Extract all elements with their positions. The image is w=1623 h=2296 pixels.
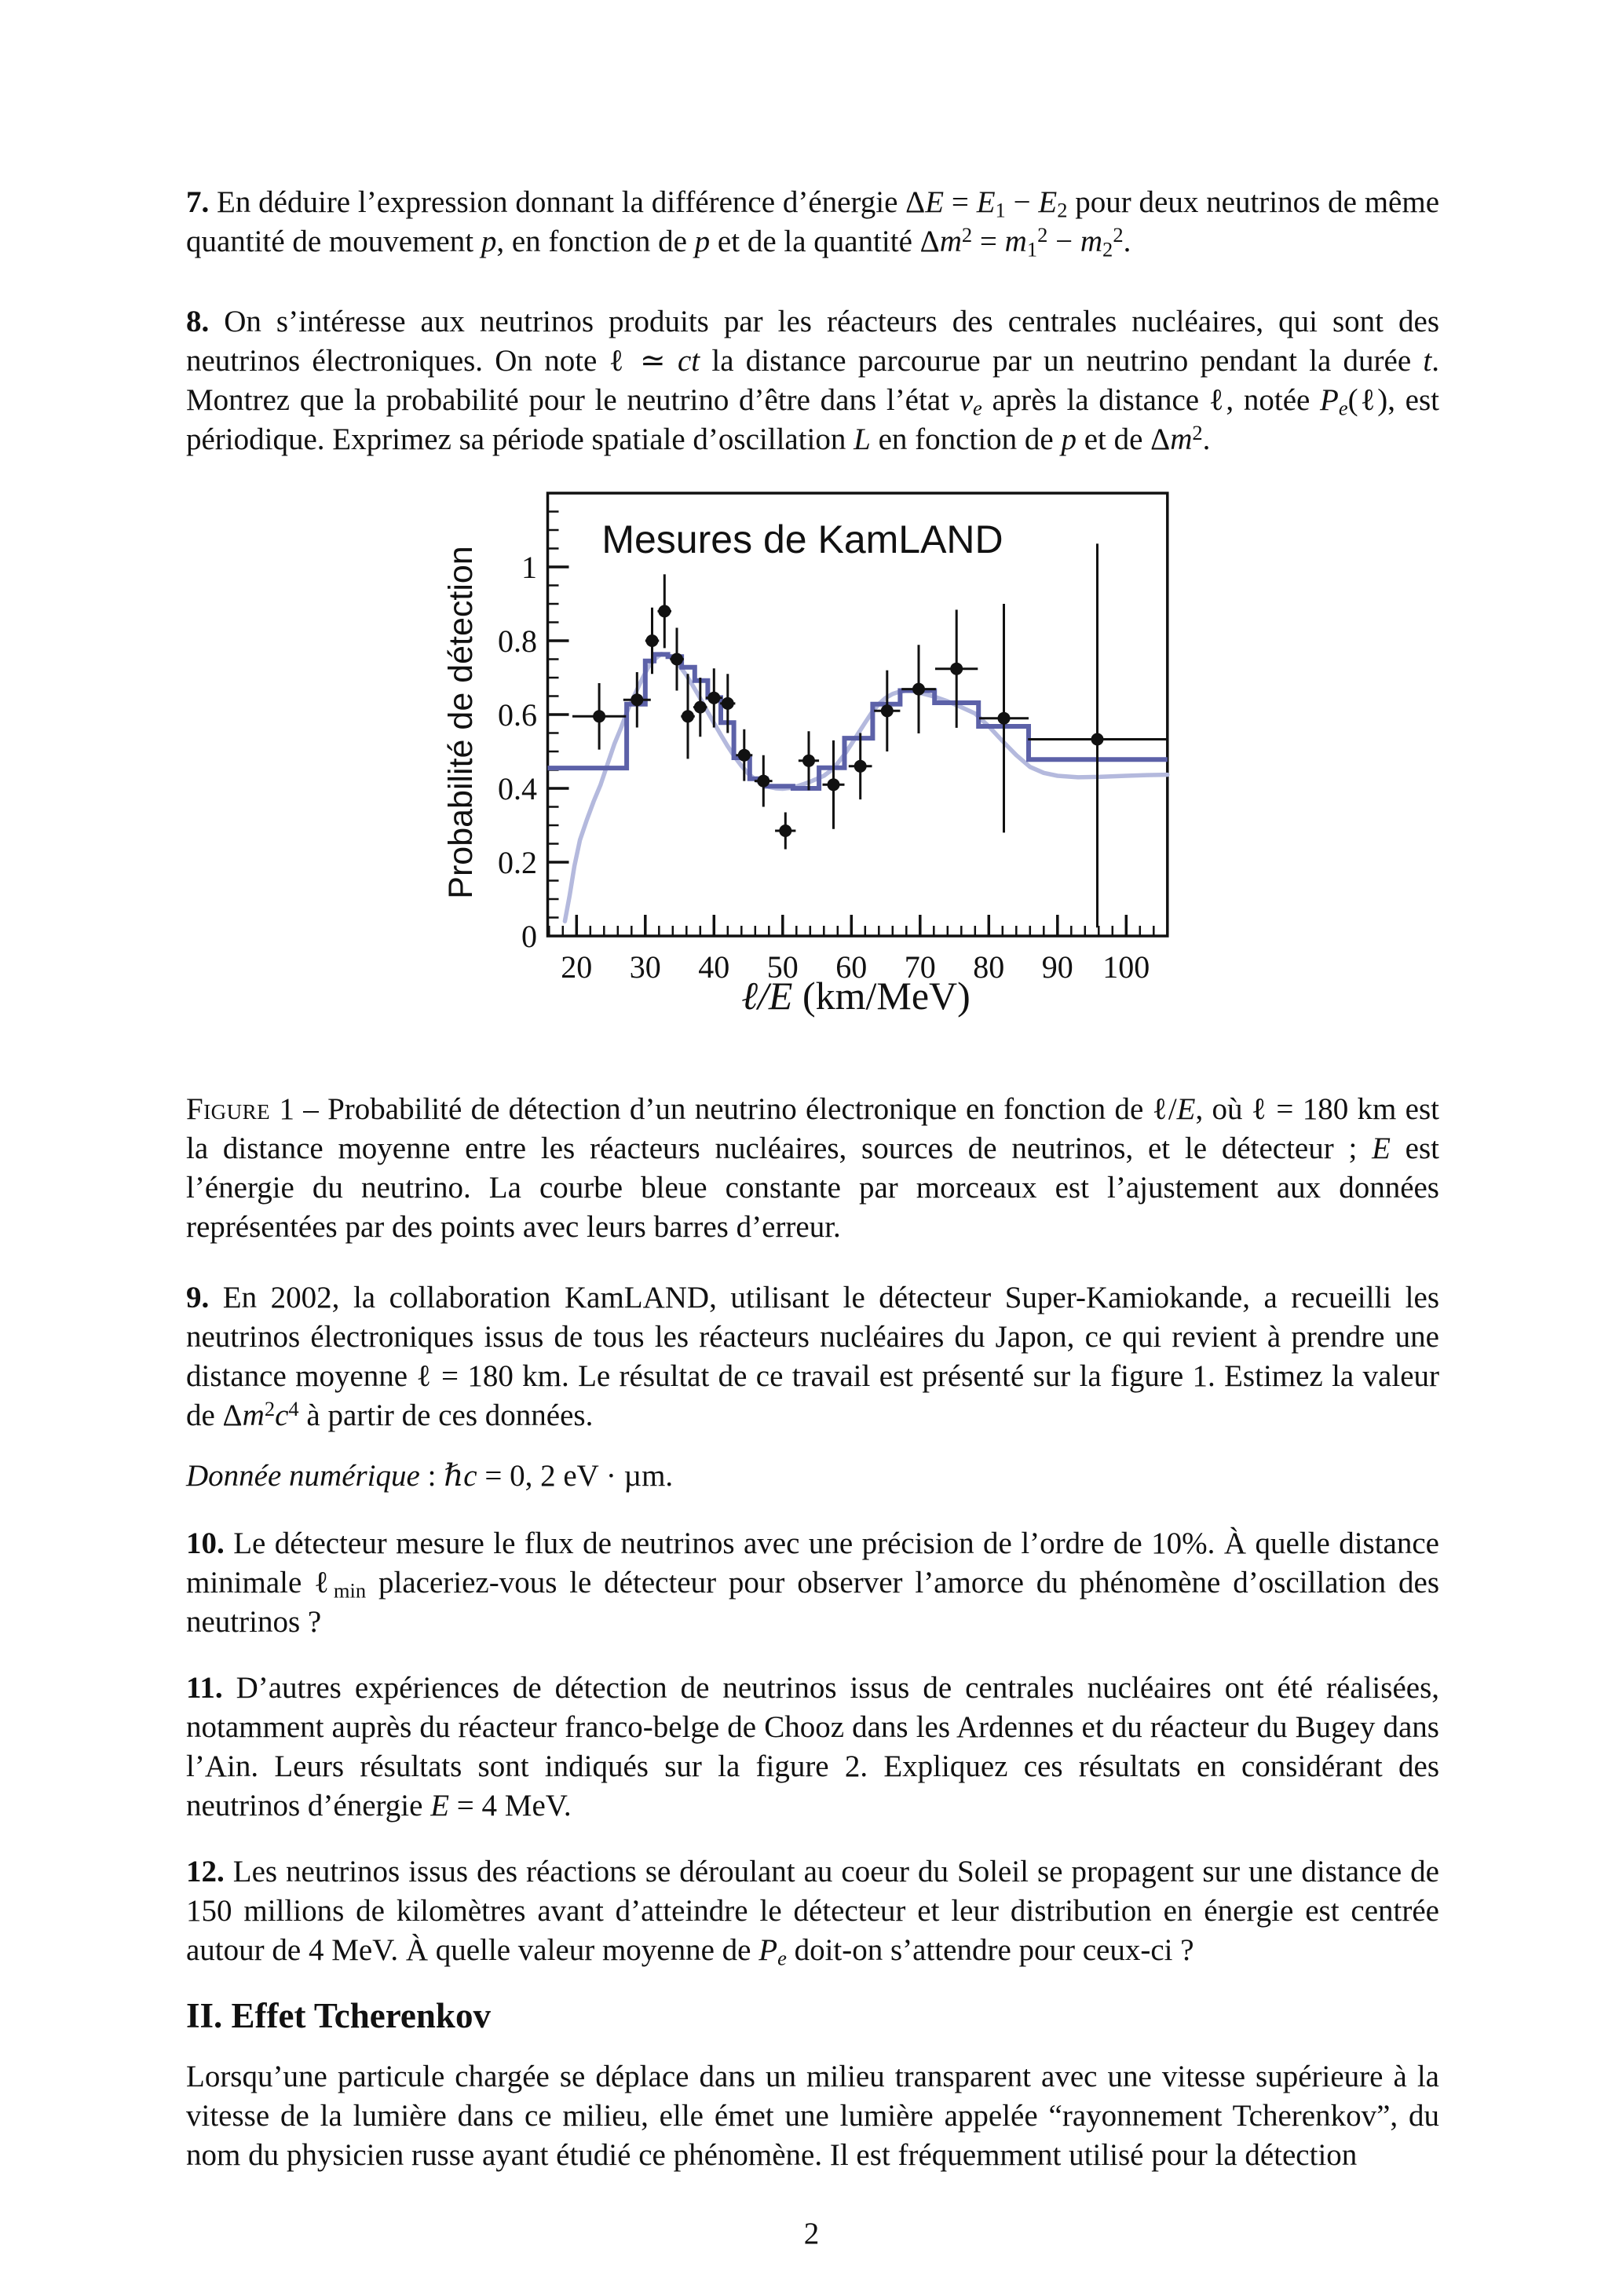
data-point xyxy=(912,682,925,696)
x-tick-label: 30 xyxy=(630,949,661,985)
section-2-heading: II. Effet Tcherenkov xyxy=(186,1996,491,2035)
numerical-data-line: Donnée numérique : ℏc = 0, 2 eV · µm. xyxy=(186,1459,674,1493)
smooth-fit-curve xyxy=(562,652,1170,923)
text-column: 7. En déduire l’expression donnant la di… xyxy=(186,0,1439,2175)
chart-x-axis-label: ℓ/E (km/MeV) xyxy=(741,974,971,1018)
data-point xyxy=(950,662,963,675)
x-tick-label: 90 xyxy=(1042,949,1073,985)
x-tick-label: 80 xyxy=(973,949,1004,985)
data-point xyxy=(827,778,840,792)
data-point xyxy=(645,634,659,647)
data-point xyxy=(779,824,792,837)
question-8: 8. On s’intéresse aux neutrinos produits… xyxy=(186,305,1439,456)
chart-title: Mesures de KamLAND xyxy=(601,517,1003,561)
kamland-chart: 20 30 40 50 60 70 80 90 100 0 0.2 0.4 0.6 0.8 1 Mesures… xyxy=(442,492,1170,1018)
data-point xyxy=(854,759,867,773)
data-point xyxy=(1091,733,1104,746)
x-tick-label: 100 xyxy=(1102,949,1150,985)
data-point xyxy=(707,691,721,704)
question-9: 9. En 2002, la collaboration KamLAND, ut… xyxy=(186,1281,1439,1432)
data-point xyxy=(693,700,707,714)
question-7: 7. En déduire l’expression donnant la di… xyxy=(186,185,1440,261)
data-point xyxy=(658,605,671,618)
data-point xyxy=(671,653,683,666)
data-point xyxy=(997,711,1011,725)
x-tick-label: 50 xyxy=(767,949,799,985)
data-point xyxy=(631,693,644,707)
question-10: 10. Le détecteur mesure le flux de neutr… xyxy=(186,1526,1439,1639)
y-tick-label: 1 xyxy=(521,550,537,585)
section-2-intro: Lorsqu’une particule chargée se déplace … xyxy=(186,2060,1439,2172)
data-point xyxy=(757,774,770,788)
data-point xyxy=(682,710,694,723)
data-point xyxy=(721,696,734,710)
x-tick-label: 60 xyxy=(835,949,867,985)
figure-1-caption: Figure 1 – Probabilité de détection d’un… xyxy=(186,1092,1440,1244)
y-tick-label: 0 xyxy=(521,919,537,954)
y-tick-label: 0.8 xyxy=(498,623,537,659)
data-point xyxy=(880,704,894,718)
y-tick-label: 0.4 xyxy=(498,771,537,806)
question-12: 12. Les neutrinos issus des réactions se… xyxy=(186,1855,1439,1970)
data-point xyxy=(802,754,815,767)
chart-y-axis-label: Probabilité de détection xyxy=(442,546,480,898)
y-tick-label: 0.2 xyxy=(498,845,537,880)
figure-1: 20 30 40 50 60 70 80 90 100 0 0.2 0.4 0.6 0.8 1 Mesures… xyxy=(186,471,1439,1044)
y-tick-label: 0.6 xyxy=(498,697,537,733)
x-tick-label: 40 xyxy=(698,949,729,985)
data-point xyxy=(593,710,606,723)
question-11: 11. D’autres expériences de détection de… xyxy=(186,1671,1439,1823)
data-point xyxy=(737,748,751,762)
x-tick-label: 20 xyxy=(561,949,592,985)
page-number: 2 xyxy=(803,2217,820,2250)
x-tick-label: 70 xyxy=(905,949,936,985)
